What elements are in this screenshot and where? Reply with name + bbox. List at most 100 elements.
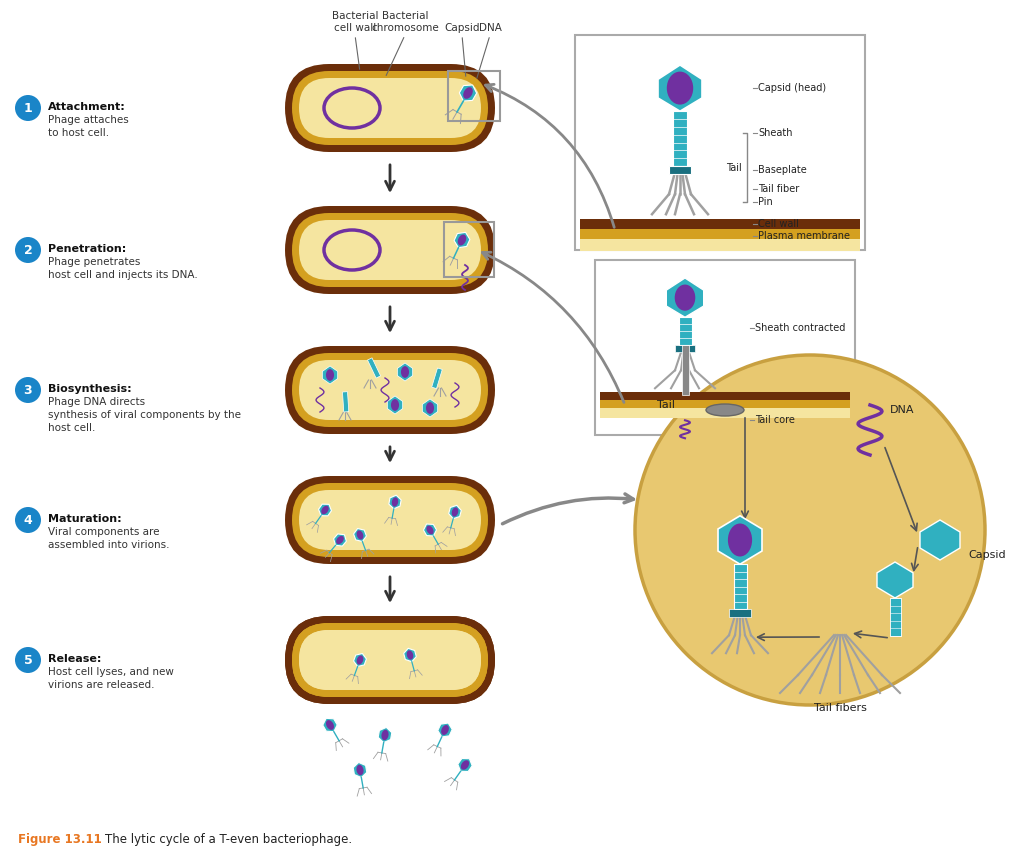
Ellipse shape (426, 402, 434, 413)
Polygon shape (323, 366, 338, 384)
FancyBboxPatch shape (285, 616, 495, 704)
Polygon shape (718, 516, 762, 564)
Bar (580, 239, 860, 251)
Circle shape (15, 237, 41, 263)
FancyBboxPatch shape (299, 220, 481, 280)
Text: Tail fibers: Tail fibers (813, 703, 866, 713)
Bar (729, 609, 751, 617)
Ellipse shape (706, 404, 744, 416)
Ellipse shape (326, 369, 334, 381)
Text: Phage attaches
to host cell.: Phage attaches to host cell. (48, 115, 129, 138)
Text: Phage penetrates
host cell and injects its DNA.: Phage penetrates host cell and injects i… (48, 257, 198, 280)
Bar (733, 564, 746, 609)
Polygon shape (318, 504, 332, 516)
Polygon shape (449, 505, 461, 519)
Ellipse shape (407, 651, 414, 660)
Ellipse shape (452, 508, 459, 517)
Text: 2: 2 (24, 243, 33, 257)
Polygon shape (397, 363, 413, 381)
FancyBboxPatch shape (292, 353, 488, 427)
Text: Capsid (head): Capsid (head) (758, 83, 826, 93)
Polygon shape (334, 534, 346, 546)
Bar (679, 318, 691, 345)
Bar (682, 345, 688, 395)
Ellipse shape (458, 235, 466, 246)
Bar (675, 345, 695, 353)
Text: Penetration:: Penetration: (48, 244, 126, 254)
Text: Phage DNA directs
synthesis of viral components by the
host cell.: Phage DNA directs synthesis of viral com… (48, 397, 241, 433)
Circle shape (15, 507, 41, 533)
Polygon shape (460, 85, 476, 101)
Text: Tail fiber: Tail fiber (758, 184, 800, 194)
FancyBboxPatch shape (299, 630, 481, 690)
FancyBboxPatch shape (285, 476, 495, 564)
Ellipse shape (381, 730, 388, 740)
FancyBboxPatch shape (285, 64, 495, 152)
Bar (600, 408, 850, 419)
Circle shape (15, 377, 41, 403)
Text: 4: 4 (24, 514, 33, 526)
Polygon shape (353, 528, 367, 542)
Text: 3: 3 (24, 383, 33, 396)
Polygon shape (667, 278, 703, 318)
Text: Attachment:: Attachment: (48, 102, 126, 112)
Ellipse shape (356, 531, 364, 539)
Bar (669, 166, 691, 175)
Text: Cell wall: Cell wall (758, 219, 799, 229)
Ellipse shape (667, 72, 693, 104)
Polygon shape (458, 758, 472, 771)
Polygon shape (353, 763, 367, 777)
Bar (580, 229, 860, 239)
Polygon shape (454, 232, 470, 247)
FancyBboxPatch shape (292, 213, 488, 287)
Polygon shape (387, 396, 402, 414)
Text: Tail: Tail (657, 400, 675, 410)
FancyBboxPatch shape (292, 623, 488, 697)
Bar (595, 260, 855, 435)
Ellipse shape (391, 399, 399, 411)
Text: Figure 13.11: Figure 13.11 (18, 834, 101, 847)
Text: Release:: Release: (48, 654, 101, 664)
Circle shape (15, 95, 41, 121)
Ellipse shape (336, 536, 344, 544)
Text: Tail: Tail (726, 163, 742, 173)
Bar (890, 598, 900, 636)
FancyBboxPatch shape (285, 616, 495, 704)
Ellipse shape (392, 497, 398, 507)
Bar (444, 222, 494, 277)
Polygon shape (389, 495, 401, 508)
Ellipse shape (356, 656, 364, 664)
Polygon shape (424, 524, 436, 536)
Bar (432, 368, 442, 389)
Text: Pin: Pin (758, 197, 773, 207)
Text: Tail core: Tail core (755, 415, 795, 425)
Text: Capsid: Capsid (444, 23, 480, 33)
FancyBboxPatch shape (292, 483, 488, 557)
Text: Sheath: Sheath (758, 128, 793, 138)
Text: Bacterial
chromosome: Bacterial chromosome (371, 11, 439, 33)
Ellipse shape (675, 284, 695, 311)
Bar (575, 35, 865, 250)
FancyBboxPatch shape (299, 630, 481, 690)
Bar (580, 219, 860, 229)
FancyBboxPatch shape (285, 206, 495, 294)
Text: Maturation:: Maturation: (48, 514, 122, 524)
Circle shape (635, 355, 985, 705)
Bar (600, 401, 850, 408)
Ellipse shape (401, 366, 409, 377)
Bar (673, 111, 687, 166)
Bar (342, 392, 349, 412)
Polygon shape (323, 718, 337, 732)
Polygon shape (403, 648, 417, 662)
Bar (600, 392, 850, 401)
FancyBboxPatch shape (292, 71, 488, 145)
Polygon shape (438, 723, 453, 737)
Polygon shape (353, 653, 367, 667)
Ellipse shape (728, 524, 752, 556)
Ellipse shape (326, 720, 334, 730)
Text: Bacterial
cell wall: Bacterial cell wall (332, 11, 378, 33)
Text: Biosynthesis:: Biosynthesis: (48, 384, 132, 394)
Text: Plasma membrane: Plasma membrane (758, 231, 850, 241)
FancyBboxPatch shape (285, 346, 495, 434)
Polygon shape (658, 65, 702, 111)
